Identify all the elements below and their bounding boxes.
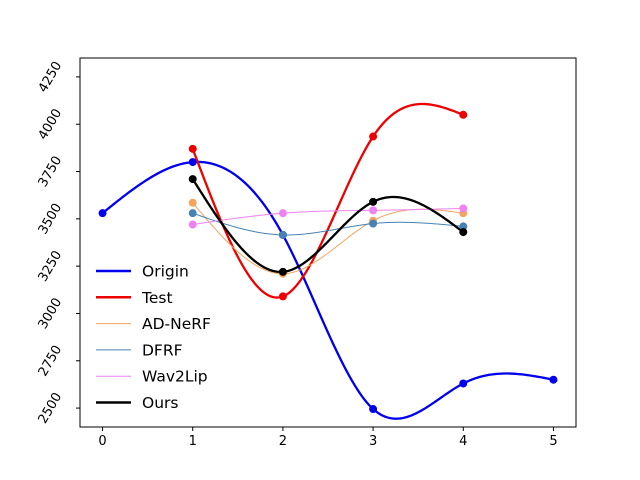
x-tick-label: 2 [279, 434, 287, 449]
x-tick-label: 1 [189, 434, 197, 449]
x-axis: 0 1 2 3 4 5 [98, 427, 558, 449]
y-tick-label: 3750 [36, 154, 66, 190]
series-line-origin [101, 160, 554, 420]
data-point-test-0 [188, 144, 197, 153]
y-tick-label: 3000 [36, 296, 66, 332]
legend-label-origin: Origin [142, 263, 189, 281]
data-point-wav2lip-0 [188, 220, 197, 229]
data-point-ours-1 [278, 267, 287, 276]
series-line-ours [191, 178, 464, 274]
data-point-ours-3 [459, 228, 468, 237]
data-point-test-2 [369, 132, 378, 141]
y-tick-label: 2500 [36, 390, 66, 426]
data-point-origin-3 [369, 405, 378, 414]
data-point-origin-4 [459, 379, 468, 388]
data-point-ours-0 [188, 175, 197, 184]
data-point-ours-2 [369, 197, 378, 206]
legend-label-ad-nerf: AD-NeRF [142, 315, 211, 333]
legend-label-ours: Ours [142, 394, 178, 412]
data-point-wav2lip-2 [369, 206, 378, 215]
series-line-wav2lip [192, 207, 464, 226]
data-point-origin-0 [98, 209, 107, 218]
data-point-dfrf-2 [369, 219, 378, 228]
x-tick-label: 3 [369, 434, 377, 449]
x-tick-label: 5 [549, 434, 557, 449]
data-point-wav2lip-1 [278, 209, 287, 218]
legend: Origin Test AD-NeRF DFRF Wav2Lip Ours [96, 263, 211, 412]
x-tick-label: 4 [459, 434, 467, 449]
legend-label-wav2lip: Wav2Lip [142, 368, 208, 386]
series-layer [101, 102, 554, 420]
plot-frame [79, 57, 577, 428]
series-line-dfrf [192, 212, 464, 236]
data-point-dfrf-1 [278, 230, 287, 239]
data-point-origin-5 [549, 375, 558, 384]
data-point-ad-nerf-0 [188, 198, 197, 207]
x-tick-label: 0 [98, 434, 106, 449]
y-tick-label: 4000 [36, 106, 66, 142]
y-axis: 2500 2750 3000 3250 3500 3750 4000 4250 [36, 59, 80, 426]
series-line-test [191, 102, 464, 299]
legend-label-dfrf: DFRF [142, 341, 183, 359]
y-tick-label: 4250 [36, 59, 66, 95]
y-tick-label: 2750 [36, 343, 66, 379]
data-point-dfrf-0 [188, 209, 197, 218]
data-point-wav2lip-3 [459, 204, 468, 213]
data-point-test-1 [278, 292, 287, 301]
y-tick-label: 3500 [36, 201, 66, 237]
legend-label-test: Test [141, 289, 173, 307]
data-point-dfrf-3 [459, 222, 468, 231]
data-point-origin-1 [188, 158, 197, 167]
data-point-test-3 [459, 110, 468, 119]
y-tick-label: 3250 [36, 248, 66, 284]
points-layer [98, 110, 558, 414]
